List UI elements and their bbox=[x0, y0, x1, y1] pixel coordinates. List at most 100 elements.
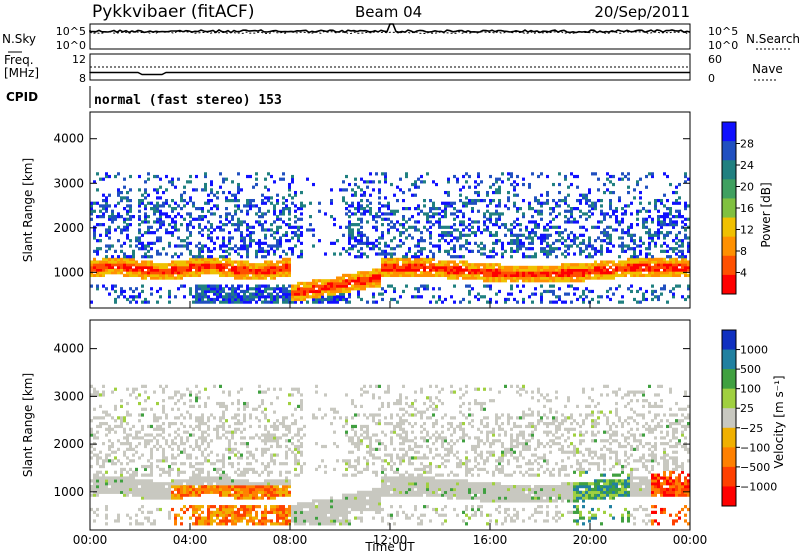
velocity-cell bbox=[153, 522, 156, 525]
velocity-cell bbox=[285, 462, 288, 465]
velocity-cell bbox=[207, 505, 210, 508]
velocity-cell bbox=[159, 433, 162, 436]
power-cell bbox=[141, 301, 144, 304]
velocity-cell bbox=[198, 416, 201, 419]
power-cell bbox=[333, 218, 336, 221]
power-cell bbox=[96, 188, 99, 191]
power-cell bbox=[408, 218, 411, 221]
power-cell bbox=[399, 258, 402, 261]
power-cell bbox=[657, 258, 660, 261]
velocity-cell bbox=[264, 505, 267, 508]
power-cell bbox=[426, 285, 429, 288]
velocity-cell bbox=[288, 505, 291, 508]
power-cell bbox=[555, 239, 558, 242]
power-cell bbox=[477, 210, 480, 213]
power-cell bbox=[606, 231, 609, 234]
power-cell bbox=[300, 202, 303, 205]
power-cell bbox=[663, 194, 666, 197]
power-cell bbox=[552, 218, 555, 221]
velocity-cell bbox=[165, 439, 168, 442]
velocity-cell bbox=[207, 471, 210, 474]
velocity-cell bbox=[132, 479, 135, 482]
velocity-cell bbox=[126, 514, 129, 517]
velocity-cell bbox=[294, 422, 297, 425]
power-cell bbox=[561, 242, 564, 245]
power-cell bbox=[216, 226, 219, 229]
velocity-cell bbox=[237, 514, 240, 517]
power-cell bbox=[546, 234, 549, 237]
power-cell bbox=[648, 172, 651, 175]
power-cell bbox=[342, 196, 345, 199]
velocity-cell bbox=[204, 488, 207, 491]
power-cell bbox=[246, 285, 249, 288]
power-cell bbox=[483, 263, 486, 266]
velocity-cell bbox=[123, 454, 126, 457]
power-cell bbox=[522, 212, 525, 215]
power-cell bbox=[579, 210, 582, 213]
power-cell bbox=[624, 210, 627, 213]
power-cell bbox=[606, 226, 609, 229]
velocity-cell bbox=[207, 519, 210, 522]
velocity-cell bbox=[291, 514, 294, 517]
velocity-cell bbox=[210, 479, 213, 482]
velocity-cell bbox=[285, 425, 288, 428]
velocity-cell bbox=[156, 496, 159, 499]
velocity-cell bbox=[207, 425, 210, 428]
velocity-cell bbox=[129, 474, 132, 477]
power-cell bbox=[576, 199, 579, 202]
velocity-cell bbox=[297, 505, 300, 508]
velocity-cell bbox=[117, 425, 120, 428]
power-cell bbox=[330, 279, 333, 282]
velocity-cell bbox=[234, 482, 237, 485]
power-cell bbox=[267, 228, 270, 231]
power-cell bbox=[102, 178, 105, 181]
power-cell bbox=[558, 239, 561, 242]
power-cell bbox=[189, 212, 192, 215]
velocity-cell bbox=[195, 462, 198, 465]
power-cell bbox=[228, 268, 231, 271]
velocity-cell bbox=[219, 416, 222, 419]
power-cell bbox=[153, 204, 156, 207]
velocity-cell bbox=[285, 439, 288, 442]
power-cell bbox=[495, 188, 498, 191]
velocity-cell bbox=[216, 517, 219, 520]
power-cell bbox=[204, 202, 207, 205]
power-cell bbox=[108, 204, 111, 207]
power-cell bbox=[267, 293, 270, 296]
power-cell bbox=[357, 223, 360, 226]
power-cell bbox=[420, 180, 423, 183]
velocity-cell bbox=[96, 485, 99, 488]
velocity-cell bbox=[267, 439, 270, 442]
power-cell bbox=[684, 218, 687, 221]
power-cell bbox=[435, 207, 438, 210]
velocity-cell bbox=[249, 496, 252, 499]
velocity-cell bbox=[246, 511, 249, 514]
power-cell bbox=[423, 247, 426, 250]
power-cell bbox=[396, 199, 399, 202]
power-cell bbox=[357, 186, 360, 189]
power-cell bbox=[357, 202, 360, 205]
power-cell bbox=[606, 188, 609, 191]
velocity-cell bbox=[168, 433, 171, 436]
power-cell bbox=[225, 196, 228, 199]
velocity-cell bbox=[213, 476, 216, 479]
power-cell bbox=[492, 191, 495, 194]
power-cell bbox=[513, 234, 516, 237]
power-cell bbox=[405, 228, 408, 231]
velocity-cell bbox=[102, 393, 105, 396]
power-cell bbox=[636, 244, 639, 247]
power-cell bbox=[489, 175, 492, 178]
power-cell bbox=[105, 172, 108, 175]
power-cell bbox=[360, 226, 363, 229]
power-cell bbox=[240, 220, 243, 223]
power-cell bbox=[450, 231, 453, 234]
velocity-cell bbox=[156, 428, 159, 431]
velocity-cell bbox=[147, 494, 150, 497]
velocity-cell bbox=[237, 462, 240, 465]
velocity-cell bbox=[93, 474, 96, 477]
power-cell bbox=[414, 207, 417, 210]
power-cell bbox=[330, 188, 333, 191]
velocity-cell bbox=[126, 422, 129, 425]
power-cell bbox=[138, 199, 141, 202]
power-cell bbox=[414, 180, 417, 183]
